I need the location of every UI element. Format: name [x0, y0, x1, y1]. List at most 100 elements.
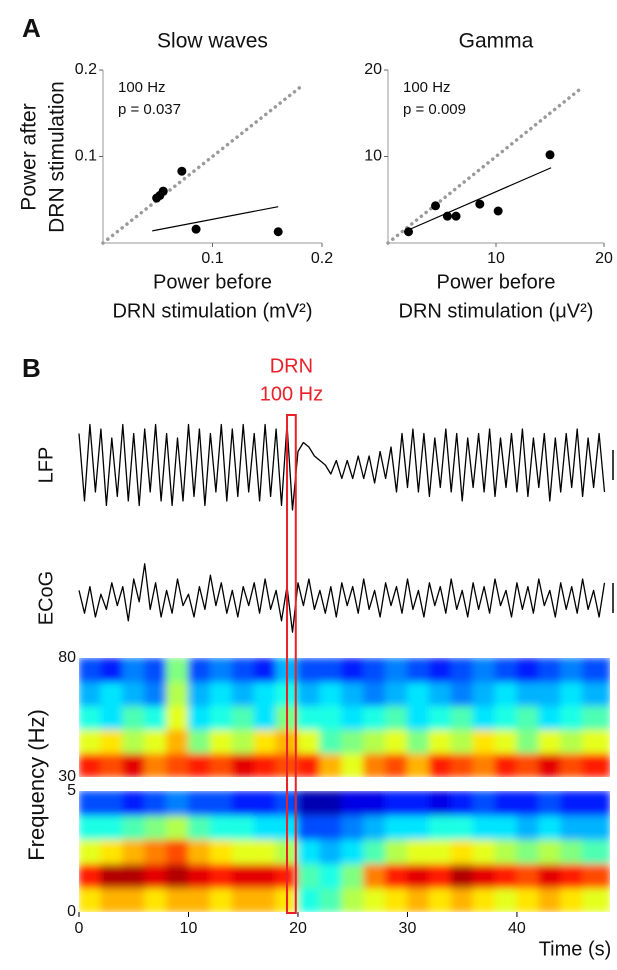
heatmap-cell: [209, 705, 233, 730]
heatmap-cell: [79, 791, 102, 816]
heatmap-cell: [319, 887, 343, 912]
heatmap-cell: [319, 814, 343, 840]
heatmap-cell: [560, 838, 584, 865]
heatmap-cell: [100, 681, 124, 707]
heatmap-cell: [297, 681, 321, 707]
data-point: [273, 227, 283, 237]
y-axis-label: Frequency (Hz): [24, 709, 49, 861]
y-tick-label: 30: [58, 768, 76, 785]
heatmap-cell: [253, 728, 277, 754]
heatmap-cell: [472, 752, 496, 777]
panel-label: B: [22, 353, 41, 383]
heatmap-cell: [341, 791, 365, 816]
heatmap-cell: [297, 814, 321, 840]
x-tick-label: 20: [289, 920, 307, 937]
heatmap-cell: [472, 705, 496, 730]
heatmap-cell: [166, 705, 189, 730]
heatmap-cell: [79, 658, 102, 683]
heatmap-cell: [385, 705, 408, 730]
heatmap-cell: [385, 728, 408, 754]
heatmap-cell: [209, 658, 233, 683]
heatmap-cell: [472, 814, 496, 840]
y-tick-label: 80: [58, 649, 76, 666]
heatmap-cell: [231, 838, 255, 865]
heatmap-cell: [516, 791, 540, 816]
heatmap-cell: [297, 791, 321, 816]
heatmap-cell: [385, 838, 408, 865]
stim-window: [286, 414, 297, 914]
y-axis-label: Power after: [18, 103, 41, 210]
data-point: [545, 150, 555, 160]
heatmap-cell: [100, 814, 124, 840]
heatmap-cell: [582, 681, 610, 707]
x-tick-label: 10: [180, 920, 198, 937]
heatmap-cell: [253, 838, 277, 865]
annotation: p = 0.009: [403, 101, 466, 118]
heatmap-cell: [406, 814, 430, 840]
heatmap-cell: [253, 863, 277, 889]
heatmap-cell: [144, 658, 168, 683]
heatmap-cell: [560, 681, 584, 707]
heatmap-cell: [319, 838, 343, 865]
x-tick-label: 40: [508, 920, 526, 937]
heatmap-cell: [253, 887, 277, 912]
heatmap-cell: [560, 752, 584, 777]
panel-label: A: [22, 13, 41, 43]
heatmap-cell: [472, 728, 496, 754]
heatmap-cell: [319, 791, 343, 816]
heatmap-cell: [450, 681, 474, 707]
heatmap-cell: [209, 728, 233, 754]
heatmap-cell: [319, 863, 343, 889]
x-axis-label: Power before: [153, 271, 272, 293]
heatmap-cell: [494, 752, 518, 777]
heatmap-cell: [253, 814, 277, 840]
heatmap-cell: [494, 791, 518, 816]
chart-title: Slow waves: [157, 30, 268, 53]
heatmap-cell: [341, 752, 365, 777]
heatmap-cell: [560, 814, 584, 840]
heatmap-cell: [428, 681, 452, 707]
data-point: [191, 224, 201, 234]
heatmap-cell: [231, 752, 255, 777]
heatmap-cell: [79, 728, 102, 754]
heatmap-cell: [428, 863, 452, 889]
heatmap-cell: [560, 705, 584, 730]
heatmap-cell: [209, 791, 233, 816]
heatmap-cell: [363, 863, 387, 889]
heatmap: [79, 791, 610, 912]
data-point: [451, 211, 461, 221]
heatmap-cell: [472, 887, 496, 912]
x-tick-label: 30: [399, 920, 417, 937]
heatmap-cell: [253, 791, 277, 816]
heatmap-cell: [582, 814, 610, 840]
heatmap-cell: [341, 838, 365, 865]
heatmap-cell: [560, 658, 584, 683]
data-point: [177, 166, 187, 176]
heatmap-cell: [122, 681, 146, 707]
heatmap-cell: [494, 838, 518, 865]
heatmap-cell: [472, 791, 496, 816]
heatmap-cell: [297, 728, 321, 754]
heatmap-cell: [538, 838, 562, 865]
heatmap-cell: [144, 791, 168, 816]
annotation: 100 Hz: [118, 79, 166, 96]
heatmap-cell: [428, 705, 452, 730]
heatmap-cell: [144, 752, 168, 777]
heatmap-cell: [494, 681, 518, 707]
heatmap-cell: [231, 728, 255, 754]
heatmap-cell: [450, 814, 474, 840]
heatmap-cell: [319, 681, 343, 707]
heatmap-cell: [385, 814, 408, 840]
heatmap-cell: [79, 752, 102, 777]
heatmap-cell: [341, 814, 365, 840]
heatmap-cell: [100, 838, 124, 865]
heatmap-cell: [122, 791, 146, 816]
heatmap-cell: [79, 705, 102, 730]
heatmap-cell: [253, 705, 277, 730]
heatmap-cell: [582, 752, 610, 777]
x-tick-label: 20: [595, 250, 613, 267]
chart-title: Gamma: [459, 30, 534, 53]
stim-label: 100 Hz: [260, 383, 323, 405]
heatmap-cell: [122, 814, 146, 840]
